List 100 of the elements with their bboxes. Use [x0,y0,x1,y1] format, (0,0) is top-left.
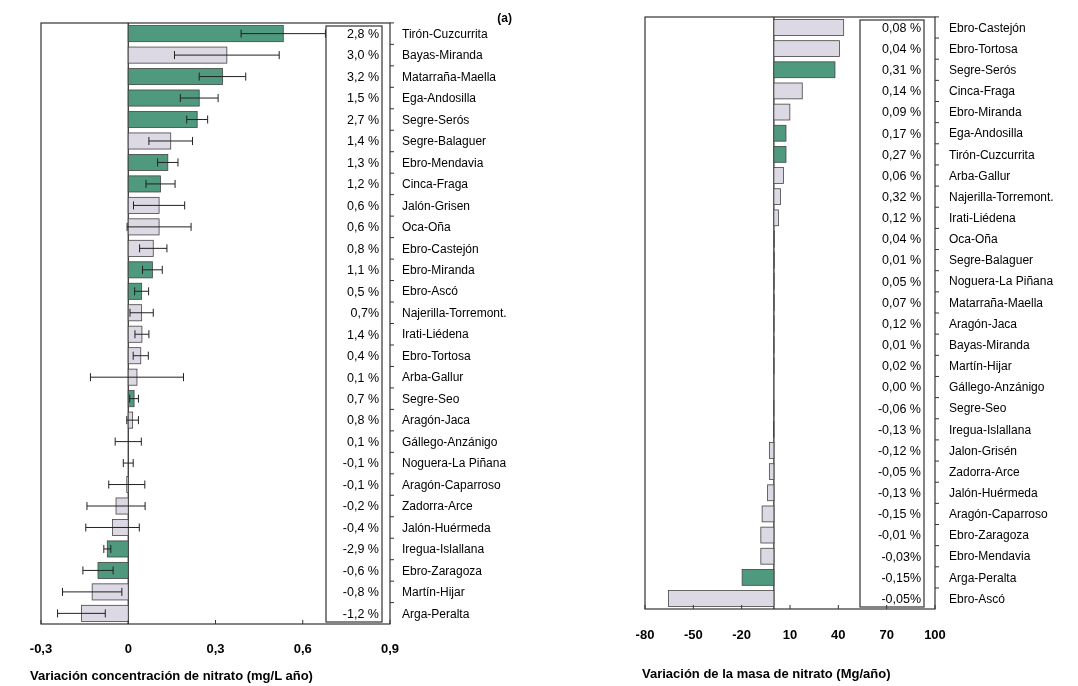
x-tick-label: -80 [635,626,655,642]
annotation: -0,13 % [877,486,921,501]
annotation: 0,12 % [882,316,921,331]
x-tick-label: 40 [831,626,846,642]
y-tick-label: Iregua-Islallana [402,542,485,557]
x-axis-title: Variación concentración de nitrato (mg/L año) [30,667,313,683]
bar [127,325,143,343]
y-tick-label: Martín-Hijar [402,585,465,600]
y-tick-label: Irati-Liédena [949,211,1017,226]
bar [97,561,129,579]
annotation: -0,6 % [342,563,379,578]
y-tick-label: Matarraña-Maella [949,295,1044,310]
y-tick-label: Ega-Andosilla [402,91,477,106]
y-tick-label: Cinca-Fraga [402,177,469,192]
bar [127,111,198,128]
y-tick-label: Jalon-Grisén [949,443,1018,458]
bar [773,124,787,142]
annotation: 0,27 % [882,147,921,162]
y-tick-label: Aragón-Caparroso [949,507,1049,522]
y-tick-label: Ega-Andosilla [949,126,1024,141]
annotation: -0,05 % [877,465,921,479]
y-tick-label: Segre-Serós [949,62,1017,77]
bar [773,188,781,205]
annotation: 3,0 % [347,48,379,63]
bar [127,25,284,43]
annotation: 0,02 % [882,359,921,374]
annotation: 0,31 % [882,63,921,78]
y-tick-label: Arga-Peralta [402,606,470,621]
x-tick-label: 70 [879,626,894,642]
annotation: 1,4 % [347,134,379,149]
y-tick-label: Noguera-La Piñana [402,456,507,471]
annotation: 0,08 % [882,20,921,35]
y-tick-label: Segre-Balaguer [402,134,487,149]
y-tick-label: Zadorra-Arce [402,499,474,514]
bar [773,209,779,227]
bar [773,61,836,79]
x-tick-label: 0,3 [206,640,225,656]
annotation: 0,1 % [347,434,379,449]
y-tick-label: Najerilla-Torremont. [402,305,507,320]
annotation: 0,7 % [347,392,379,407]
annotation: 0,14 % [882,84,921,99]
annotation: 1,3 % [347,155,379,170]
annotation: -0,05% [881,591,921,606]
y-tick-label: Ebro-Mendavia [949,549,1031,564]
bar [773,82,803,100]
y-tick-label: Ebro-Mendavia [402,155,484,170]
y-tick-label: Oca-Oña [949,232,999,247]
bar [81,604,129,622]
bar [760,526,775,544]
annotation: -0,1 % [342,456,379,471]
bar [127,239,154,257]
bar [127,196,160,214]
y-tick-label: Tirón-Cuzcurrita [402,26,488,41]
x-tick-label: 0,9 [380,640,400,656]
annotation: -0,03% [881,549,921,564]
bar [773,19,845,36]
bar [127,89,200,107]
annotation: -0,15 % [877,507,921,522]
bar [127,368,138,386]
annotation: 1,2 % [347,177,379,192]
annotation: -0,13 % [877,422,921,437]
annotation: 0,1 % [347,370,379,385]
bar [127,175,161,193]
y-tick-label: Cinca-Fraga [949,84,1016,99]
y-tick-label: Ebro-Tortosa [402,348,472,363]
annotation: 3,2 % [347,69,379,84]
x-tick-label: 0 [124,640,132,656]
bar [112,519,129,536]
annotation: 0,04 % [882,41,921,56]
bar [127,347,142,365]
annotation: 0,4 % [347,349,379,364]
annotation: -0,06 % [877,401,921,416]
annotation: 0,04 % [882,232,921,247]
annotation: 0,01 % [882,253,921,268]
annotation: 1,5 % [347,91,379,106]
y-tick-label: Segre-Seo [402,391,460,406]
y-tick-label: Tirón-Cuzcurrita [949,147,1035,162]
y-tick-label: Gállego-Anzánigo [949,380,1045,395]
annotation: -0,15% [881,570,921,585]
bar [767,484,775,502]
bar [127,154,169,171]
annotation: -0,01 % [877,528,921,543]
y-tick-label: Ebro-Miranda [949,105,1023,120]
annotation: -0,12 % [877,443,921,458]
annotation: 2,7 % [347,112,379,127]
bar [760,547,775,565]
y-tick-label: Matarraña-Maella [402,69,497,84]
annotation: 0,6 % [347,220,379,235]
y-tick-label: Zadorra-Arce [949,464,1021,479]
annotation: -0,1 % [342,477,379,492]
y-tick-label: Irati-Liédena [402,327,470,342]
annotation: 0,12 % [882,211,921,226]
y-tick-label: Segre-Seo [949,401,1007,416]
bar [668,590,775,607]
x-tick-label: 10 [782,626,798,642]
y-tick-label: Noguera-La Piñana [949,274,1054,289]
annotation: 1,4 % [347,327,379,342]
y-tick-label: Iregua-Islallana [949,422,1032,437]
y-tick-label: Jalón-Grisen [402,198,471,213]
annotation: 0,7% [350,306,379,321]
